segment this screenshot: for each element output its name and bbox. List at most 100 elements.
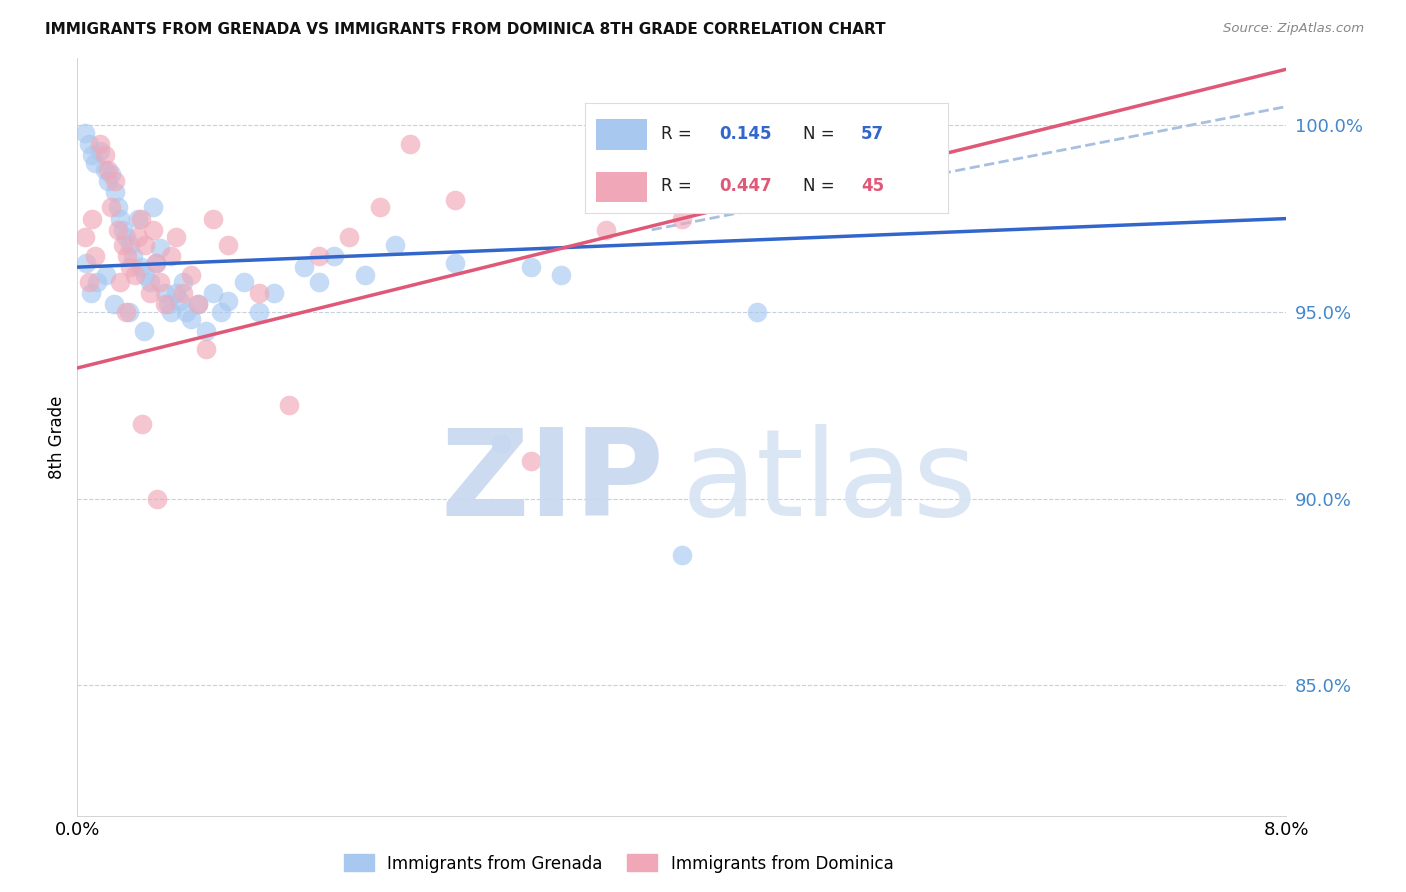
Point	[111, 237, 134, 252]
Point	[107, 200, 129, 214]
Point	[122, 249, 145, 263]
Point	[94, 268, 117, 282]
Point	[172, 275, 194, 289]
Point	[218, 293, 240, 308]
Point	[209, 305, 232, 319]
Point	[86, 275, 108, 289]
Point	[131, 417, 153, 431]
Point	[139, 286, 162, 301]
Point	[169, 293, 191, 308]
Point	[218, 237, 240, 252]
Point	[75, 256, 97, 270]
Point	[149, 275, 172, 289]
Point	[82, 211, 104, 226]
Y-axis label: 8th Grade: 8th Grade	[48, 395, 66, 479]
Point	[127, 211, 149, 226]
Point	[323, 249, 346, 263]
Point	[308, 275, 330, 289]
Point	[165, 286, 187, 301]
Point	[160, 249, 183, 263]
Point	[142, 200, 165, 214]
Point	[292, 260, 315, 274]
Text: Source: ZipAtlas.com: Source: ZipAtlas.com	[1223, 22, 1364, 36]
Point	[145, 256, 167, 270]
Point	[114, 305, 136, 319]
Point	[263, 286, 285, 301]
Point	[550, 268, 572, 282]
Point	[671, 211, 693, 226]
Point	[194, 343, 217, 357]
Point	[595, 223, 617, 237]
Text: atlas: atlas	[682, 424, 977, 541]
Point	[145, 256, 167, 270]
Point	[82, 148, 104, 162]
Point	[339, 230, 360, 244]
Point	[132, 324, 155, 338]
Point	[104, 174, 127, 188]
Point	[353, 268, 375, 282]
Point	[671, 548, 693, 562]
Point	[146, 491, 169, 506]
Point	[202, 286, 225, 301]
Point	[79, 275, 101, 289]
Point	[142, 223, 165, 237]
Point	[118, 305, 141, 319]
Point	[194, 324, 217, 338]
Point	[107, 223, 129, 237]
Point	[157, 297, 180, 311]
Point	[134, 237, 156, 252]
Point	[103, 297, 125, 311]
Point	[124, 268, 146, 282]
Point	[180, 268, 202, 282]
Point	[187, 297, 209, 311]
Point	[153, 297, 176, 311]
Point	[89, 136, 111, 151]
Point	[84, 249, 107, 263]
Point	[160, 305, 183, 319]
Point	[153, 286, 176, 301]
Point	[108, 211, 131, 226]
Point	[172, 286, 194, 301]
Point	[100, 200, 122, 214]
Point	[149, 242, 172, 256]
Point	[232, 275, 254, 289]
Point	[187, 297, 209, 311]
Point	[134, 268, 156, 282]
Point	[247, 286, 270, 301]
Legend: Immigrants from Grenada, Immigrants from Dominica: Immigrants from Grenada, Immigrants from…	[337, 847, 900, 880]
Point	[278, 398, 301, 412]
Point	[897, 126, 920, 140]
Point	[96, 174, 118, 188]
Point	[489, 435, 512, 450]
Point	[520, 260, 543, 274]
Point	[73, 230, 96, 244]
Point	[104, 186, 127, 200]
Text: IMMIGRANTS FROM GRENADA VS IMMIGRANTS FROM DOMINICA 8TH GRADE CORRELATION CHART: IMMIGRANTS FROM GRENADA VS IMMIGRANTS FR…	[45, 22, 886, 37]
Text: ZIP: ZIP	[440, 424, 664, 541]
Point	[108, 275, 131, 289]
Point	[444, 193, 467, 207]
Point	[139, 275, 162, 289]
Point	[308, 249, 330, 263]
Point	[73, 126, 96, 140]
Point	[93, 163, 115, 178]
Point	[89, 145, 111, 159]
Point	[384, 237, 406, 252]
Point	[247, 305, 270, 319]
Point	[174, 305, 197, 319]
Point	[120, 260, 142, 274]
Point	[120, 237, 142, 252]
Point	[79, 136, 101, 151]
Point	[747, 305, 769, 319]
Point	[897, 136, 920, 151]
Point	[100, 167, 122, 181]
Point	[111, 223, 134, 237]
Point	[202, 211, 225, 226]
Point	[127, 230, 149, 244]
Point	[520, 454, 543, 468]
Point	[93, 148, 115, 162]
Point	[399, 136, 422, 151]
Point	[368, 200, 391, 214]
Point	[114, 230, 136, 244]
Point	[444, 256, 467, 270]
